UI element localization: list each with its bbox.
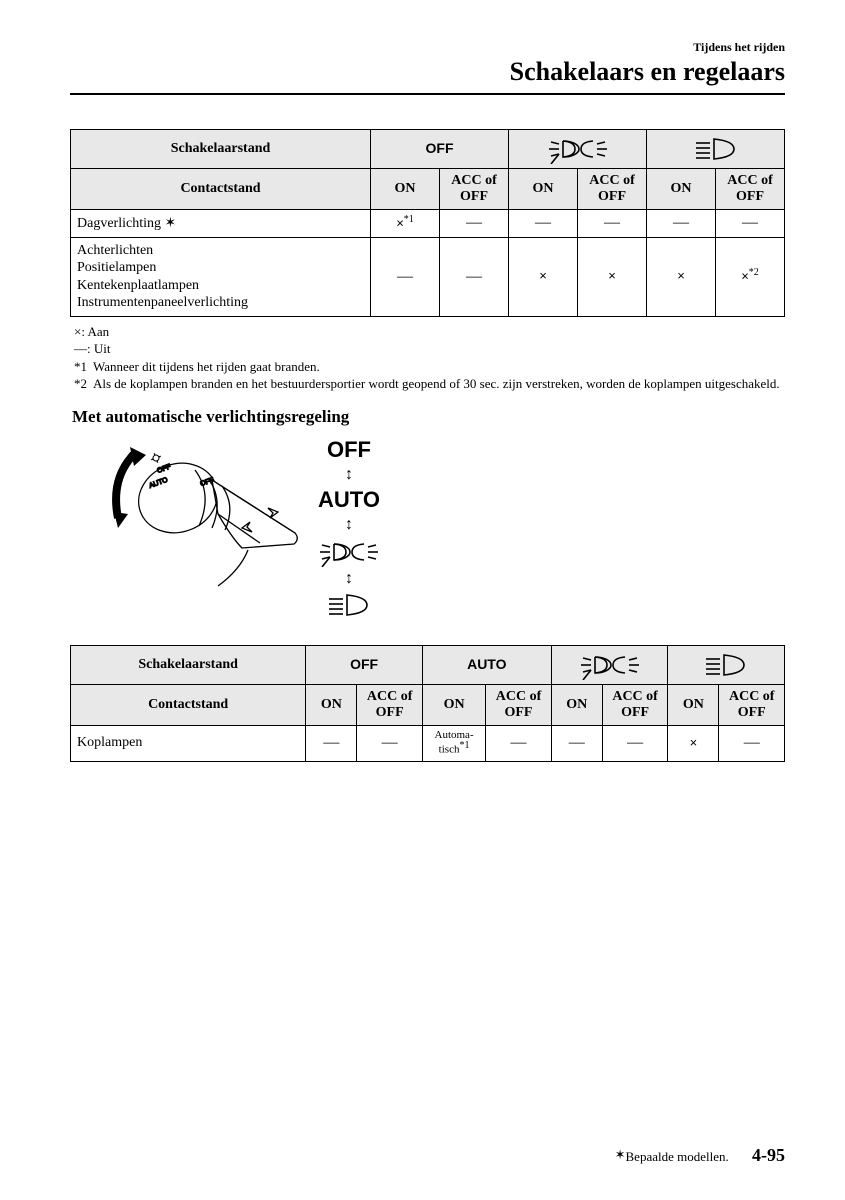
- header-small: Tijdens het rijden: [70, 40, 785, 55]
- legend-block: ×: Aan —: Uit *1Wanneer dit tijdens het …: [70, 323, 785, 393]
- switch-table-1: Schakelaarstand OFF Contactstand ON ACC …: [70, 129, 785, 317]
- row-label: Koplampen: [71, 725, 306, 761]
- table-cell: —: [602, 725, 667, 761]
- lever-scale: OFF ↕ AUTO ↕ ↕: [318, 437, 380, 619]
- table-cell: Automa-tisch*1: [422, 725, 485, 761]
- t1-on-1: ON: [371, 169, 440, 210]
- updown-arrow-icon: ↕: [345, 517, 353, 533]
- table-row: Dagverlichting ✶×*1—————: [71, 210, 785, 238]
- footer-star-icon: ✶: [615, 1147, 626, 1162]
- table-cell: ×: [668, 725, 719, 761]
- t1-contact-label: Contactstand: [71, 169, 371, 210]
- legend-note-1: *1Wanneer dit tijdens het rijden gaat br…: [74, 358, 785, 376]
- scale-auto: AUTO: [318, 487, 380, 513]
- t2-on-3: ON: [551, 684, 602, 725]
- table-cell: —: [509, 210, 578, 238]
- t2-acc-2: ACC of OFF: [486, 684, 551, 725]
- table-cell: —: [578, 210, 647, 238]
- t2-parking-header: [551, 645, 668, 684]
- t1-on-3: ON: [647, 169, 716, 210]
- t2-off-header: OFF: [306, 645, 423, 684]
- t2-headlight-header: [668, 645, 785, 684]
- legend-on: ×: Aan: [74, 323, 785, 341]
- scale-off: OFF: [327, 437, 371, 463]
- t1-switch-label: Schakelaarstand: [71, 130, 371, 169]
- row-label: AchterlichtenPositielampenKentekenplaatl…: [71, 237, 371, 316]
- headlight-icon: [327, 591, 371, 619]
- table-cell: —: [719, 725, 785, 761]
- page-header: Tijdens het rijden Schakelaars en regela…: [70, 40, 785, 95]
- headlight-icon: [694, 135, 738, 163]
- t1-off-header: OFF: [371, 130, 509, 169]
- t1-acc-3: ACC of OFF: [716, 169, 785, 210]
- table-cell: —: [551, 725, 602, 761]
- table-row: AchterlichtenPositielampenKentekenplaatl…: [71, 237, 785, 316]
- table-cell: —: [440, 210, 509, 238]
- table-row: Koplampen——Automa-tisch*1———×—: [71, 725, 785, 761]
- t2-acc-4: ACC of OFF: [719, 684, 785, 725]
- table-cell: ×*1: [371, 210, 440, 238]
- parking-lights-icon: [581, 650, 639, 680]
- page-number: 4-95: [752, 1145, 785, 1165]
- headlight-icon: [704, 651, 748, 679]
- table-cell: —: [716, 210, 785, 238]
- t2-on-2: ON: [422, 684, 485, 725]
- t2-contact-label: Contactstand: [71, 684, 306, 725]
- table-cell: ×*2: [716, 237, 785, 316]
- legend-note-2: *2Als de koplampen branden en het bestuu…: [74, 375, 785, 393]
- parking-lights-icon: [549, 134, 607, 164]
- t1-acc-1: ACC of OFF: [440, 169, 509, 210]
- row-label: Dagverlichting ✶: [71, 210, 371, 238]
- t1-parking-header: [509, 130, 647, 169]
- t2-on-1: ON: [306, 684, 357, 725]
- table-cell: —: [357, 725, 422, 761]
- t1-headlight-header: [647, 130, 785, 169]
- table-cell: —: [647, 210, 716, 238]
- t2-acc-3: ACC of OFF: [602, 684, 667, 725]
- table-cell: —: [306, 725, 357, 761]
- page-footer: ✶Bepaalde modellen. 4-95: [615, 1145, 785, 1166]
- table-cell: —: [440, 237, 509, 316]
- switch-table-2: Schakelaarstand OFF AUTO Contactstand ON…: [70, 645, 785, 762]
- subheading: Met automatische verlichtingsregeling: [72, 407, 785, 427]
- t2-on-4: ON: [668, 684, 719, 725]
- updown-arrow-icon: ↕: [345, 571, 353, 587]
- footer-note: Bepaalde modellen.: [626, 1149, 729, 1164]
- t2-acc-1: ACC of OFF: [357, 684, 422, 725]
- lever-diagram: OFF AUTO OFF OFF ↕ AUTO ↕ ↕: [100, 437, 785, 619]
- header-large: Schakelaars en regelaars: [70, 57, 785, 87]
- t1-on-2: ON: [509, 169, 578, 210]
- t2-switch-label: Schakelaarstand: [71, 645, 306, 684]
- t2-auto-header: AUTO: [422, 645, 551, 684]
- light-lever-icon: OFF AUTO OFF: [100, 438, 300, 618]
- table-cell: ×: [509, 237, 578, 316]
- updown-arrow-icon: ↕: [345, 467, 353, 483]
- t1-acc-2: ACC of OFF: [578, 169, 647, 210]
- parking-lights-icon: [320, 537, 378, 567]
- table-cell: —: [486, 725, 551, 761]
- legend-off: —: Uit: [74, 340, 785, 358]
- table-cell: ×: [578, 237, 647, 316]
- table-cell: ×: [647, 237, 716, 316]
- table-cell: —: [371, 237, 440, 316]
